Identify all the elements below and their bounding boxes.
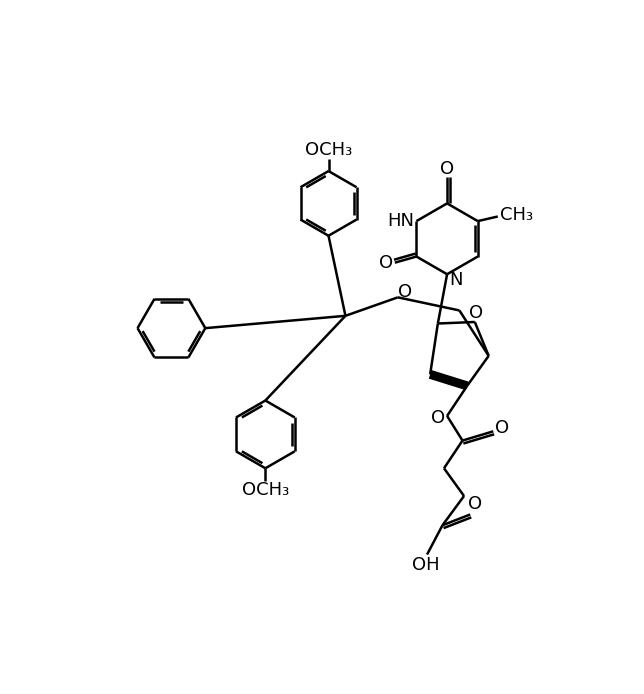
Text: O: O [399, 283, 413, 301]
Text: HN: HN [388, 212, 415, 230]
Text: CH₃: CH₃ [500, 206, 533, 224]
Text: O: O [468, 495, 482, 513]
Text: O: O [431, 409, 445, 428]
Text: OCH₃: OCH₃ [242, 481, 289, 499]
Text: N: N [450, 271, 463, 289]
Text: OH: OH [412, 557, 439, 575]
Text: O: O [495, 419, 509, 437]
Text: OCH₃: OCH₃ [305, 140, 352, 158]
Text: O: O [469, 304, 484, 322]
Text: O: O [440, 160, 454, 178]
Text: O: O [379, 254, 393, 271]
